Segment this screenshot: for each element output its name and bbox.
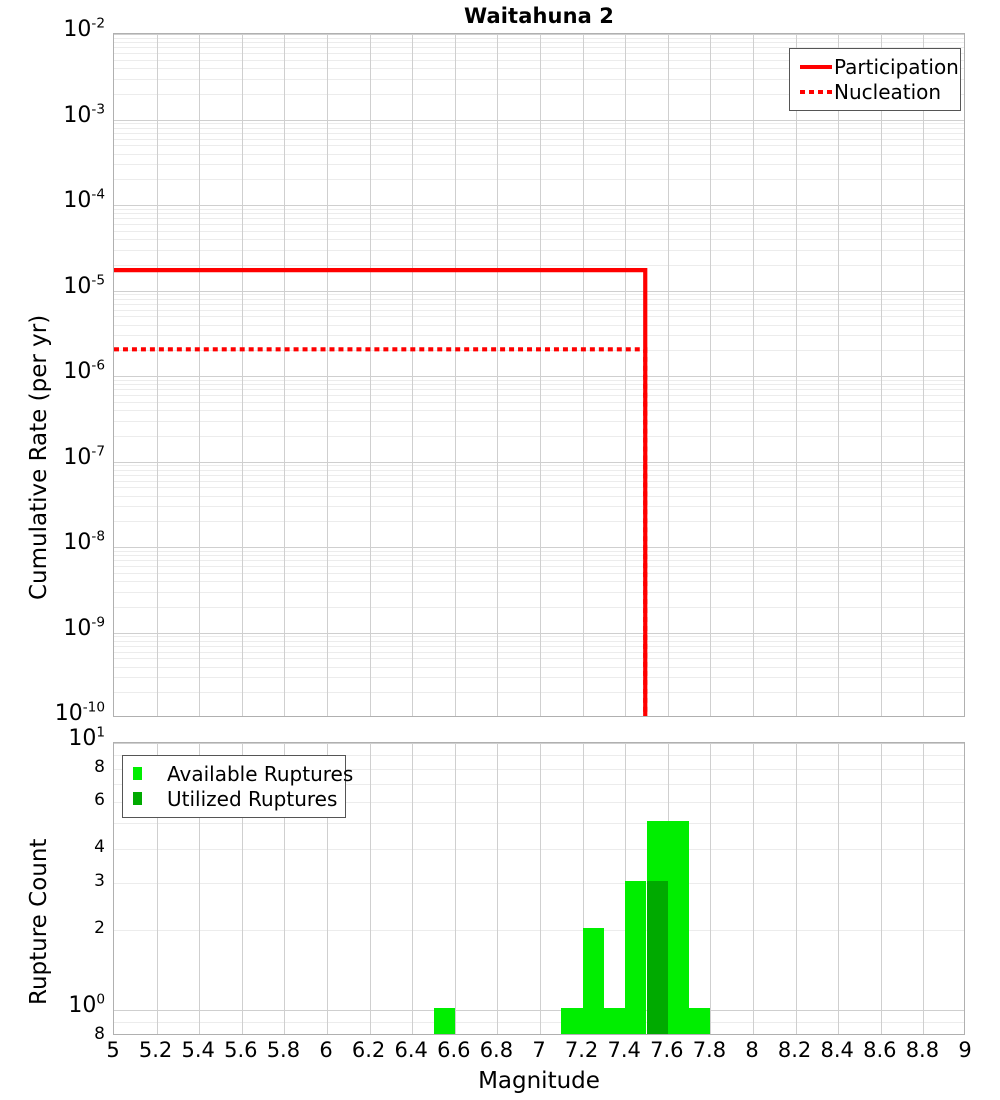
- histogram-bar: [603, 1008, 626, 1034]
- top-plot-legend: Participation Nucleation: [789, 48, 961, 111]
- ytick-label: 100: [68, 991, 105, 1019]
- ytick-label: 10-3: [63, 101, 105, 128]
- xtick-label: 5.2: [138, 1038, 173, 1062]
- cumulative-rate-axis-label: Cumulative Rate (per yr): [26, 314, 52, 600]
- xtick-label: 8.4: [820, 1038, 854, 1062]
- ytick-label-minor: 3: [94, 870, 105, 891]
- legend-label-nucleation: Nucleation: [834, 79, 942, 104]
- ytick-label: 10-5: [63, 272, 105, 299]
- legend-label-utilized: Utilized Ruptures: [167, 786, 338, 811]
- xtick-label: 7.2: [564, 1038, 599, 1062]
- ytick-label: 10-4: [63, 186, 105, 213]
- legend-item-available-ruptures[interactable]: Available Ruptures: [131, 761, 353, 786]
- xtick-label: 8.8: [905, 1038, 940, 1062]
- histogram-bar: [667, 821, 690, 1034]
- legend-item-participation[interactable]: Participation: [798, 54, 959, 79]
- bottom-plot-legend: Available Ruptures Utilized Ruptures: [122, 755, 353, 818]
- ytick-label: 101: [68, 724, 105, 751]
- xtick-label: 8.6: [863, 1038, 897, 1062]
- xtick-label: 6.8: [479, 1038, 514, 1062]
- xtick-label: 6.4: [394, 1038, 428, 1062]
- utilized-swatch-icon: [131, 792, 167, 805]
- legend-item-nucleation[interactable]: Nucleation: [798, 79, 952, 104]
- xtick-label: 9: [958, 1038, 972, 1062]
- mfd-curves: [114, 268, 648, 716]
- magnitude-axis-label: Magnitude: [478, 1068, 600, 1094]
- xtick-label: 7.8: [692, 1038, 727, 1062]
- ytick-label-minor: 2: [94, 917, 105, 938]
- ytick-label-minor: 8: [94, 756, 105, 777]
- xtick-label: 5.4: [181, 1038, 215, 1062]
- ytick-label: 10-8: [63, 528, 105, 555]
- histogram-bar: [582, 927, 604, 1034]
- xtick-label: 7.6: [650, 1038, 684, 1062]
- ytick-label: 10-7: [63, 443, 105, 470]
- xtick-label: 8: [745, 1038, 759, 1062]
- histogram-bar: [433, 1008, 455, 1034]
- ytick-label: 10-9: [63, 614, 105, 641]
- page-title: Waitahuna 2: [463, 4, 615, 28]
- cumulative-rate-plot: [113, 33, 965, 717]
- rupture-count-axis-label: Rupture Count: [26, 838, 52, 1005]
- histogram-bar: [625, 880, 647, 1034]
- ytick-label: 10-10: [54, 699, 105, 726]
- legend-item-utilized-ruptures[interactable]: Utilized Ruptures: [131, 786, 337, 811]
- histogram-bar: [689, 1008, 711, 1034]
- xtick-label: 5.8: [266, 1038, 301, 1062]
- series-participation: [114, 268, 648, 716]
- xtick-label: 6: [319, 1038, 333, 1062]
- ytick-label-minor: 8: [94, 1024, 105, 1044]
- legend-label-available: Available Ruptures: [167, 761, 354, 786]
- histogram-bar: [646, 880, 668, 1034]
- ytick-label: 10-2: [63, 15, 105, 42]
- legend-label-participation: Participation: [834, 54, 959, 79]
- ytick-label-minor: 4: [94, 837, 105, 858]
- xtick-label: 7: [532, 1038, 546, 1062]
- xtick-label: 6.6: [437, 1038, 471, 1062]
- ytick-label: 10-6: [63, 357, 105, 384]
- xtick-label: 7.4: [607, 1038, 641, 1062]
- series-nucleation: [114, 347, 648, 716]
- xtick-label: 5: [106, 1038, 120, 1062]
- xtick-label: 6.2: [351, 1038, 386, 1062]
- histogram-bar: [561, 1008, 583, 1034]
- solid-line-icon: [798, 64, 834, 69]
- xtick-label: 5.6: [224, 1038, 258, 1062]
- available-swatch-icon: [131, 767, 167, 780]
- dotted-line-icon: [798, 89, 834, 94]
- ytick-label-minor: 6: [94, 790, 105, 811]
- xtick-label: 8.2: [777, 1038, 812, 1062]
